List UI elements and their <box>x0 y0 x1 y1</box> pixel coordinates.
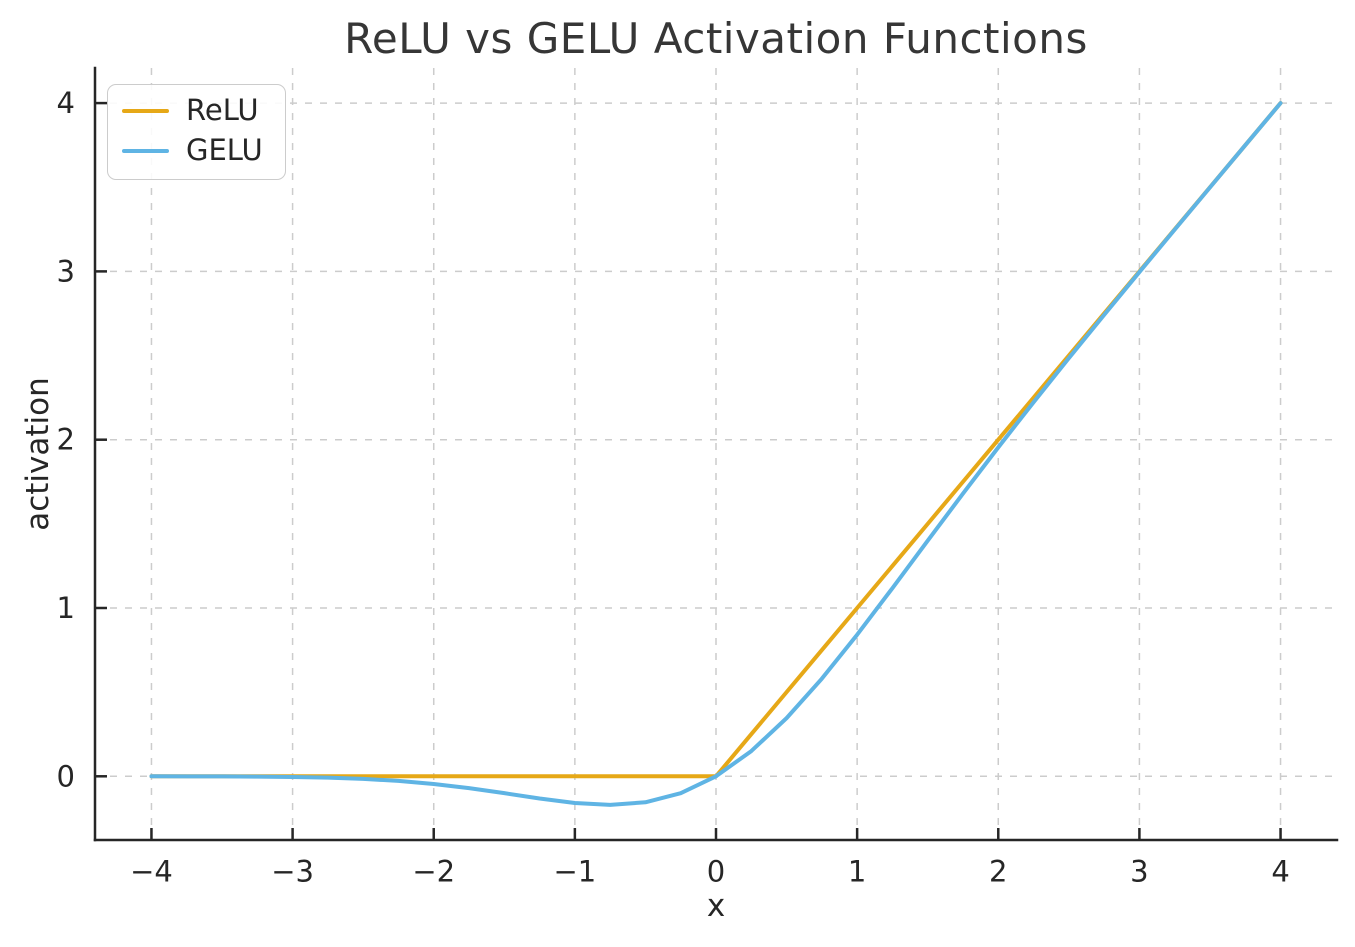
svg-text:2: 2 <box>989 855 1007 889</box>
tick-marks <box>95 101 1282 840</box>
y-tick-labels: 0 1 2 3 4 <box>57 86 75 793</box>
svg-text:1: 1 <box>57 591 75 625</box>
legend-label-gelu: GELU <box>186 132 263 167</box>
svg-text:−4: −4 <box>130 855 173 889</box>
legend-entry-gelu: GELU <box>122 132 263 167</box>
svg-text:−3: −3 <box>271 855 314 889</box>
svg-text:3: 3 <box>1130 855 1148 889</box>
series-line-gelu <box>149 101 1283 807</box>
svg-text:0: 0 <box>707 855 725 889</box>
relu-line-swatch <box>122 108 169 114</box>
svg-text:4: 4 <box>57 86 75 120</box>
gelu-line-swatch <box>122 148 169 154</box>
x-axis-label: x <box>706 888 726 924</box>
legend-entry-relu: ReLU <box>122 93 263 127</box>
chart-title: ReLU vs GELU Activation Functions <box>344 14 1088 63</box>
svg-text:−2: −2 <box>412 855 455 889</box>
svg-text:4: 4 <box>1271 855 1289 889</box>
axes-spines <box>93 66 1339 842</box>
svg-text:0: 0 <box>57 759 75 793</box>
svg-text:2: 2 <box>57 423 75 457</box>
x-tick-labels: −4 −3 −2 −1 0 1 2 3 4 <box>130 855 1290 889</box>
legend: ReLU GELU <box>107 84 286 180</box>
legend-label-relu: ReLU <box>186 93 259 127</box>
svg-text:−1: −1 <box>553 855 596 889</box>
svg-text:1: 1 <box>848 855 866 889</box>
gridlines <box>95 68 1337 840</box>
svg-text:3: 3 <box>57 254 75 288</box>
y-axis-label: activation <box>20 377 56 531</box>
